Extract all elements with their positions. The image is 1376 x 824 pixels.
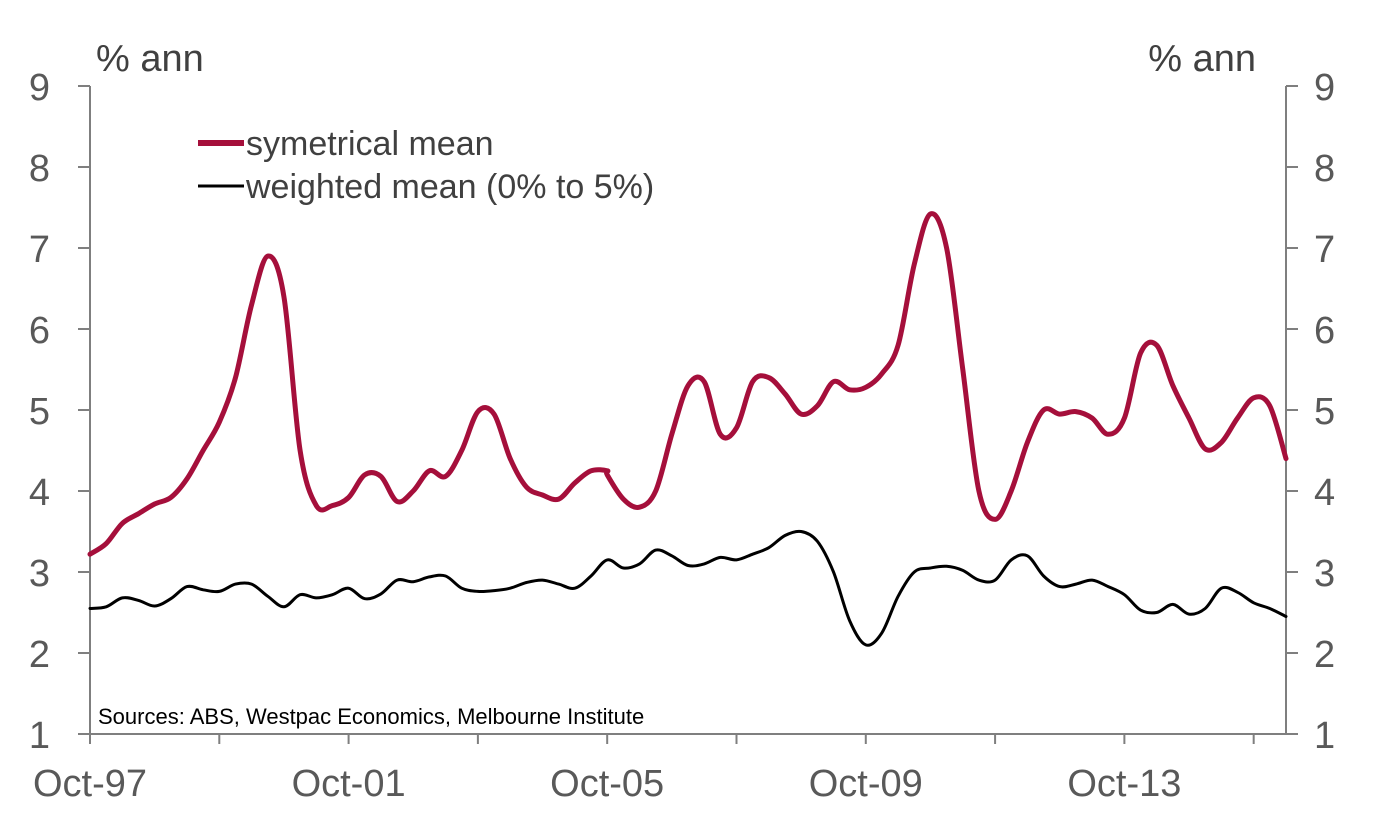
series-layer (87, 211, 1289, 647)
y-unit-right: % ann (1148, 38, 1256, 80)
legend-label-weighted-mean: weighted mean (0% to 5%) (245, 168, 654, 206)
x-tick-label: Oct-05 (550, 763, 664, 805)
x-tick-label: Oct-97 (33, 763, 147, 805)
y-tick-label-left: 6 (29, 310, 50, 352)
y-tick-label-right: 8 (1314, 148, 1335, 190)
y-tick-label-right: 1 (1314, 715, 1335, 757)
y-unit-left: % ann (96, 38, 204, 80)
y-tick-label-right: 9 (1314, 67, 1335, 109)
y-tick-label-right: 3 (1314, 553, 1335, 595)
series-line-weighted-mean (88, 529, 1288, 647)
y-tick-label-right: 5 (1314, 391, 1335, 433)
x-tick-label: Oct-09 (809, 763, 923, 805)
y-tick-label-left: 8 (29, 148, 50, 190)
y-tick-label-right: 2 (1314, 634, 1335, 676)
series-line-symetrical-mean (87, 211, 1289, 557)
y-tick-label-left: 4 (29, 472, 50, 514)
y-tick-label-left: 9 (29, 67, 50, 109)
y-tick-label-left: 1 (29, 715, 50, 757)
x-tick-label: Oct-01 (292, 763, 406, 805)
y-tick-label-left: 7 (29, 229, 50, 271)
legend-label-symetrical-mean: symetrical mean (246, 125, 494, 163)
y-tick-label-left: 5 (29, 391, 50, 433)
axes: 1 1 2 2 3 3 4 4 5 5 6 6 7 7 8 8 9 9 Oct-97 Oct-01 Oct-05 Oct-… (29, 67, 1335, 805)
y-tick-label-left: 3 (29, 553, 50, 595)
y-tick-label-left: 2 (29, 634, 50, 676)
source-note: Sources: ABS, Westpac Economics, Melbour… (98, 704, 644, 729)
y-tick-label-right: 4 (1314, 472, 1335, 514)
y-tick-label-right: 7 (1314, 229, 1335, 271)
y-tick-label-right: 6 (1314, 310, 1335, 352)
x-tick-label: Oct-13 (1067, 763, 1181, 805)
legend: symetrical mean weighted mean (0% to 5%) (198, 125, 654, 206)
